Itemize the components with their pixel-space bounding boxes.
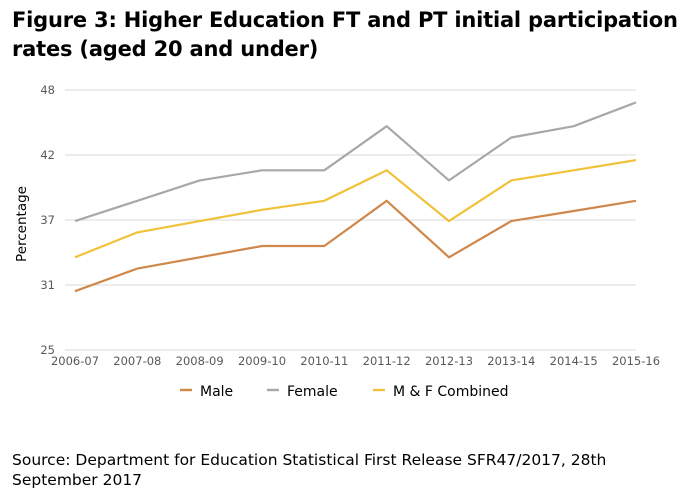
- x-tick-label: 2014-15: [550, 354, 598, 368]
- x-tick-label: 2013-14: [487, 354, 535, 368]
- y-tick-label: 48: [40, 83, 55, 97]
- legend-label: M & F Combined: [393, 384, 509, 400]
- y-axis-title: Percentage: [14, 186, 30, 262]
- series-line-female: [74, 101, 637, 223]
- x-tick-label: 2015-16: [612, 354, 660, 368]
- y-tick-label: 25: [40, 343, 55, 357]
- legend-label: Female: [287, 384, 338, 400]
- y-tick-label: 31: [40, 278, 55, 292]
- legend-label: Male: [200, 384, 233, 400]
- x-tick-label: 2009-10: [238, 354, 286, 368]
- gridlines: [65, 89, 636, 351]
- y-tick-label: 42: [40, 148, 55, 162]
- series-line-male: [74, 199, 637, 293]
- x-tick-label: 2006-07: [51, 354, 99, 368]
- legend: Male Female M & F Combined: [180, 384, 509, 400]
- x-tick-labels: 2006-07 2007-08 2008-09 2009-10 2010-11 2011-…: [51, 354, 660, 368]
- x-tick-label: 2008-09: [176, 354, 224, 368]
- source-note: Source: Department for Education Statist…: [12, 451, 607, 489]
- series-lines: [74, 101, 637, 293]
- x-tick-label: 2007-08: [113, 354, 161, 368]
- x-tick-label: 2011-12: [363, 354, 411, 368]
- x-tick-label: 2012-13: [425, 354, 473, 368]
- y-tick-labels: 25 31 37 42 48: [40, 83, 55, 357]
- series-line-m-f-combined: [74, 159, 637, 259]
- figure-title: Figure 3: Higher Education FT and PT ini…: [12, 8, 678, 61]
- y-tick-label: 37: [40, 213, 55, 227]
- x-tick-label: 2010-11: [300, 354, 348, 368]
